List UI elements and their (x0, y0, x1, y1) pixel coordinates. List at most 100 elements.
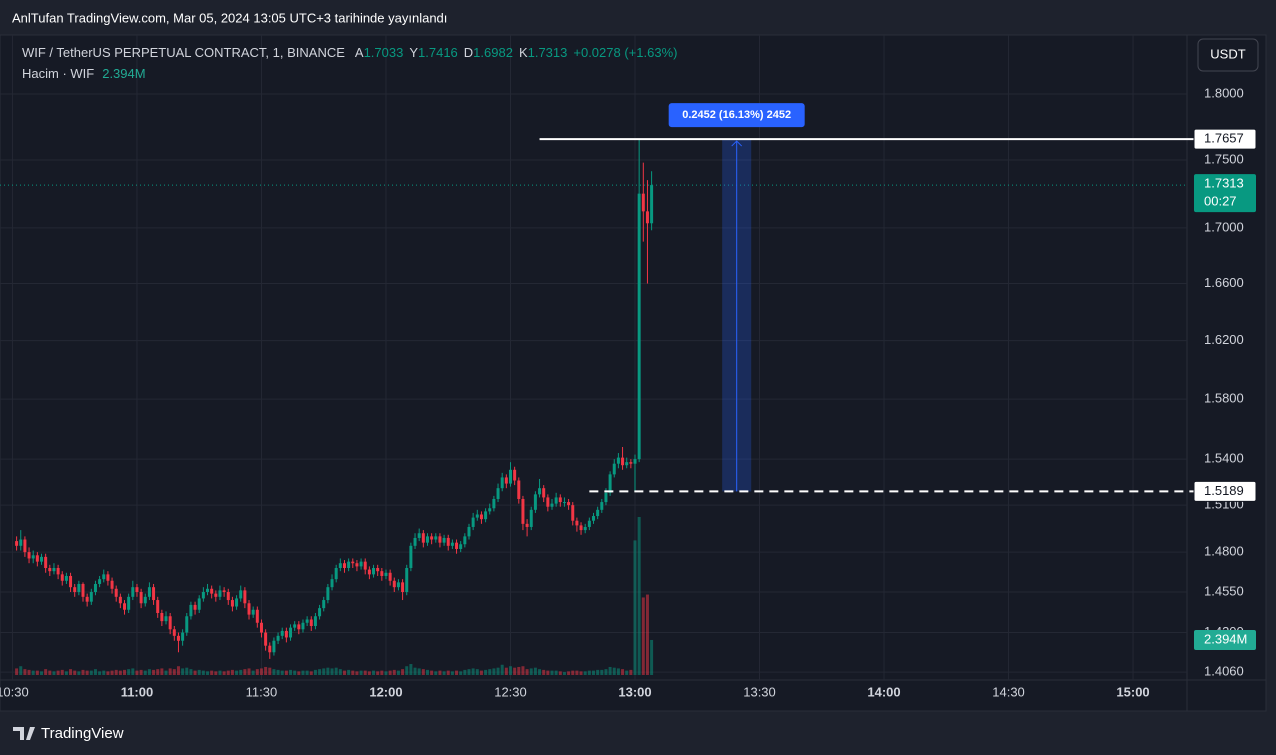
candle-body (77, 583, 81, 592)
volume-bar (313, 669, 317, 675)
volume-bar (19, 666, 23, 675)
ohlc-key: A (355, 45, 364, 60)
volume-bar (135, 670, 139, 675)
candle-body (264, 632, 268, 646)
volume-bar (305, 670, 309, 675)
volume-bar (355, 671, 359, 675)
candle-body (102, 574, 106, 580)
volume-bar (513, 667, 517, 675)
volume-bar (650, 639, 654, 675)
candle-body (558, 497, 562, 503)
volume-bar (363, 670, 367, 675)
volume-bar (500, 664, 504, 675)
volume-bar (131, 668, 135, 675)
candle-body (600, 502, 604, 510)
candle-body (463, 536, 467, 545)
volume-bar (592, 670, 595, 675)
candle-body (147, 587, 151, 597)
volume-bar (367, 671, 371, 675)
volume-bar (338, 669, 342, 675)
change: +0.0278 (+1.63%) (573, 45, 677, 60)
volume-bar (243, 669, 247, 675)
volume-bar (562, 672, 566, 675)
candle-body (401, 582, 405, 592)
candle-body (127, 596, 131, 610)
volume-bar (479, 670, 483, 675)
candle-body (592, 516, 595, 521)
candle-body (550, 503, 554, 507)
candle-body (164, 616, 168, 622)
volume-bar (318, 669, 322, 675)
volume-bar (334, 667, 338, 675)
volume-bar (376, 671, 380, 675)
x-tick-label: 12:30 (494, 684, 527, 699)
volume-bar (533, 667, 537, 675)
candle-body (181, 632, 185, 641)
volume-bar (264, 666, 268, 675)
volume-bar (40, 671, 44, 675)
candle-body (98, 579, 102, 584)
candle-body (214, 593, 218, 597)
y-tick-label: 1.6200 (1204, 332, 1244, 347)
volume-bar (280, 670, 284, 675)
volume-bar (492, 668, 496, 675)
volume-bar (301, 670, 305, 675)
volume-bar (567, 671, 571, 675)
candle-body (583, 526, 587, 531)
volume-bar (347, 669, 351, 675)
currency-button[interactable] (1197, 38, 1259, 72)
candle-body (479, 514, 483, 520)
candle-body (425, 536, 429, 543)
x-tick-label: 13:30 (743, 684, 776, 699)
volume-bar (446, 670, 450, 675)
volume-bar (156, 669, 160, 675)
candle-body (168, 616, 172, 630)
volume-bar (434, 671, 438, 675)
volume-bar (106, 671, 110, 675)
volume-bar (554, 670, 558, 675)
y-tick-label: 1.6600 (1204, 275, 1244, 290)
candle-body (176, 635, 180, 641)
volume-bar (123, 669, 127, 675)
candle-body (421, 533, 425, 543)
candle-body (44, 556, 48, 568)
candle-body (280, 630, 284, 636)
candle-body (318, 608, 322, 617)
candle-body (641, 193, 645, 212)
volume-bar (475, 669, 479, 675)
candle-body (587, 520, 591, 527)
candle-body (538, 488, 542, 495)
volume-bar (189, 669, 193, 675)
volume-bar (206, 671, 210, 675)
y-tick-label: 1.4800 (1204, 544, 1244, 559)
candle-body (230, 600, 234, 607)
volume-bar (309, 671, 313, 675)
candle-body (521, 498, 525, 524)
volume-bar (193, 670, 197, 675)
candle-body (546, 497, 550, 507)
volume-bar (542, 669, 546, 675)
volume-bar (396, 670, 400, 675)
volume-bar (504, 667, 508, 675)
candle-body (222, 590, 226, 592)
candle-body (251, 609, 255, 615)
volume-bar (405, 666, 409, 675)
brand-name: TradingView (41, 725, 124, 742)
candle-body (380, 571, 384, 576)
measure-label: 0.2452 (16.13%) 2452 (682, 109, 791, 121)
candle-body (579, 525, 583, 531)
candle-body (409, 545, 413, 568)
y-tick-label: 1.5800 (1204, 391, 1244, 406)
volume-bar (633, 540, 637, 675)
candle-body (629, 462, 633, 464)
volume-bar (293, 670, 297, 675)
volume-bar (77, 671, 81, 675)
candle-body (35, 555, 39, 562)
volume-bar (31, 670, 35, 675)
volume-bar (388, 670, 392, 675)
candle-body (201, 591, 205, 599)
volume-bar (64, 671, 68, 675)
volume-bar (98, 671, 102, 675)
currency-label[interactable]: USDT (1210, 46, 1245, 61)
header-title: AnlTufan TradingView.com, Mar 05, 2024 1… (12, 10, 447, 25)
